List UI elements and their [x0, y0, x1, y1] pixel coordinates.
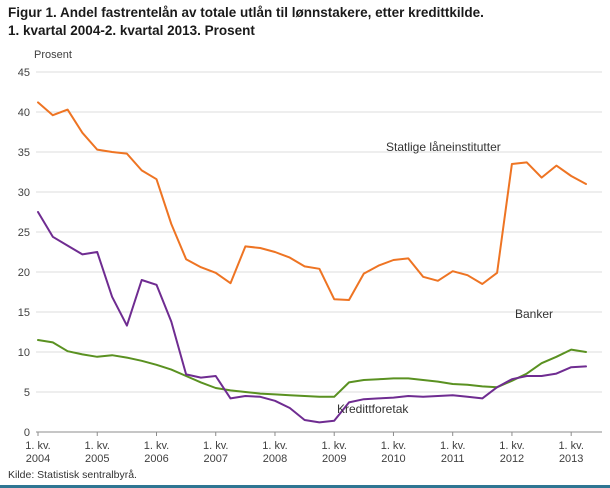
- x-tick-label-quarter: 1. kv.: [558, 440, 583, 452]
- y-tick-label: 45: [18, 67, 30, 79]
- y-tick-label: 30: [18, 187, 30, 199]
- footer-accent-rule: [0, 485, 610, 488]
- x-tick-label-year: 2011: [441, 453, 465, 465]
- x-tick-label-year: 2012: [500, 453, 524, 465]
- y-tick-label: 0: [24, 427, 30, 439]
- y-tick-label: 5: [24, 387, 30, 399]
- x-tick-label-quarter: 1. kv.: [85, 440, 110, 452]
- y-tick-label: 20: [18, 267, 30, 279]
- x-tick-label-year: 2008: [263, 453, 287, 465]
- x-tick-label-year: 2013: [559, 453, 583, 465]
- x-tick-label-quarter: 1. kv.: [381, 440, 406, 452]
- series-line-kredittforetak: [37, 211, 587, 424]
- x-tick-label-year: 2004: [26, 453, 50, 465]
- series-label-banker: Banker: [515, 307, 553, 321]
- y-tick-label: 10: [18, 347, 30, 359]
- x-tick-label-year: 2007: [203, 453, 227, 465]
- y-tick-label: 25: [18, 227, 30, 239]
- x-tick-label-year: 2006: [144, 453, 168, 465]
- series-line-banker: [37, 339, 587, 398]
- x-tick-label-quarter: 1. kv.: [144, 440, 169, 452]
- x-tick-label-year: 2005: [85, 453, 109, 465]
- y-tick-label: 35: [18, 147, 30, 159]
- y-axis-unit-label: Prosent: [34, 49, 72, 61]
- x-tick-label-quarter: 1. kv.: [262, 440, 287, 452]
- x-tick-label-quarter: 1. kv.: [321, 440, 346, 452]
- series-label-statlige-l-neinstitutter: Statlige låneinstitutter: [386, 140, 501, 154]
- x-tick-label-quarter: 1. kv.: [203, 440, 228, 452]
- figure-title-line2: 1. kvartal 2004-2. kvartal 2013. Prosent: [8, 22, 255, 38]
- figure-title: Figur 1. Andel fastrentelån av totale ut…: [8, 4, 604, 40]
- y-tick-label: 40: [18, 107, 30, 119]
- x-tick-label-quarter: 1. kv.: [25, 440, 50, 452]
- x-tick-label-year: 2009: [322, 453, 346, 465]
- series-line-statlige-l-neinstitutter: [37, 101, 587, 301]
- x-tick-label-quarter: 1. kv.: [499, 440, 524, 452]
- x-tick-label-year: 2010: [381, 453, 405, 465]
- source-note: Kilde: Statistisk sentralbyrå.: [8, 469, 137, 481]
- x-tick-label-quarter: 1. kv.: [440, 440, 465, 452]
- y-tick-label: 15: [18, 307, 30, 319]
- figure-title-line1: Figur 1. Andel fastrentelån av totale ut…: [8, 5, 484, 20]
- series-label-kredittforetak: Kredittforetak: [337, 402, 409, 416]
